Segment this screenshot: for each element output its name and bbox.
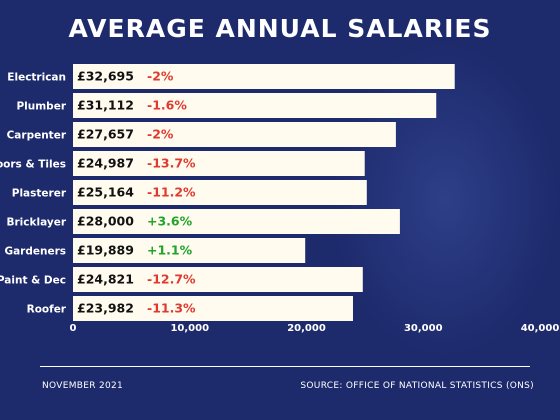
footer-source: SOURCE: OFFICE OF NATIONAL STATISTICS (O…	[300, 381, 534, 391]
change-label: -2%	[147, 69, 174, 84]
value-label: £28,000	[77, 214, 134, 229]
category-label: Roofer	[27, 304, 67, 316]
value-label: £23,982	[77, 301, 134, 316]
bar	[73, 267, 363, 292]
category-label: Gardeners	[4, 246, 66, 258]
bar	[73, 238, 306, 263]
category-label: Electrican	[7, 72, 66, 84]
chart-title: AVERAGE ANNUAL SALARIES	[68, 14, 492, 43]
category-label: Plumber	[16, 101, 66, 113]
category-label: Paint & Dec	[0, 275, 66, 287]
category-label: Plasterer	[12, 188, 67, 200]
change-label: -12.7%	[147, 272, 196, 287]
x-tick-label: 40,000	[521, 323, 560, 334]
change-label: -11.3%	[147, 301, 196, 316]
bar	[73, 209, 400, 234]
value-label: £31,112	[77, 98, 134, 113]
value-label: £19,889	[77, 243, 134, 258]
value-label: £24,987	[77, 156, 134, 171]
x-tick-label: 10,000	[170, 323, 209, 334]
footer-date: NOVEMBER 2021	[42, 381, 124, 391]
change-label: -1.6%	[147, 98, 187, 113]
bar	[73, 122, 396, 147]
change-label: -11.2%	[147, 185, 196, 200]
change-label: -13.7%	[147, 156, 196, 171]
value-label: £25,164	[77, 185, 134, 200]
value-label: £27,657	[77, 127, 134, 142]
x-tick-label: 20,000	[287, 323, 326, 334]
category-label: Carpenter	[7, 130, 67, 142]
bar	[73, 151, 365, 176]
bar	[73, 64, 455, 89]
footer-divider	[40, 366, 530, 367]
bar	[73, 296, 353, 321]
x-tick-label: 0	[70, 323, 77, 334]
change-label: +3.6%	[147, 214, 193, 229]
bar	[73, 180, 367, 205]
change-label: -2%	[147, 127, 174, 142]
value-label: £24,821	[77, 272, 134, 287]
category-label: Bricklayer	[7, 217, 67, 229]
x-tick-label: 30,000	[404, 323, 443, 334]
change-label: +1.1%	[147, 243, 193, 258]
bar	[73, 93, 437, 118]
value-label: £32,695	[77, 69, 134, 84]
category-label: Floors & Tiles	[0, 159, 66, 171]
